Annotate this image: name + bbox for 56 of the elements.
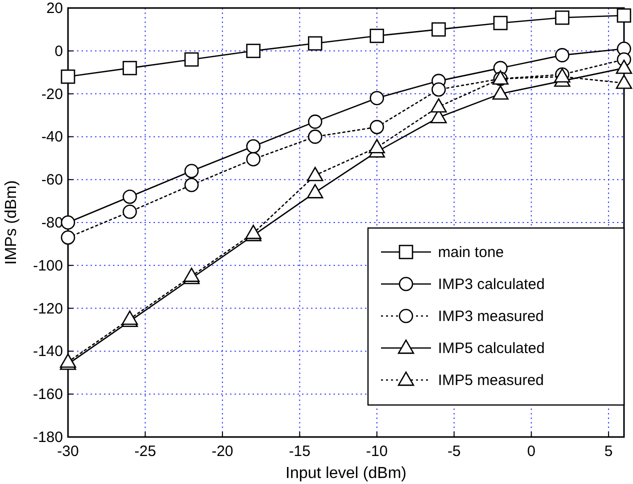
x-tick-label: -15: [288, 443, 311, 460]
point: [370, 90, 384, 106]
point: [184, 178, 199, 192]
point: [60, 230, 76, 245]
point: [616, 60, 632, 74]
legend-label: IMP3 calculated: [438, 276, 545, 293]
point: [246, 152, 260, 166]
point: [306, 184, 324, 198]
x-tick-label: -30: [57, 443, 79, 460]
legend-label: IMP3 measured: [438, 308, 544, 325]
y-tick-label: -20: [41, 86, 63, 103]
point: [306, 166, 324, 182]
y-tick-label: -160: [32, 386, 63, 404]
y-tick-label: -100: [32, 257, 63, 274]
point: [122, 204, 137, 219]
x-tick-label: -20: [212, 443, 234, 460]
x-tick-label: -25: [134, 443, 156, 460]
point: [616, 8, 632, 23]
y-tick-label: -40: [41, 128, 63, 146]
legend-label: IMP5 calculated: [438, 340, 545, 357]
point: [60, 215, 76, 230]
y-axis-title: IMPs (dBm): [3, 180, 20, 265]
point: [432, 22, 446, 37]
point: [184, 52, 199, 67]
point: [122, 60, 137, 76]
x-tick-label: -10: [366, 443, 388, 460]
point: [308, 36, 322, 51]
point: [246, 139, 260, 154]
point: [493, 16, 508, 30]
x-tick-label: 0: [527, 443, 536, 460]
point: [555, 10, 570, 25]
y-tick-label: -180: [32, 429, 63, 446]
point: [616, 74, 632, 89]
point: [432, 82, 446, 97]
y-tick-label: 0: [54, 42, 63, 60]
x-tick-label: 5: [604, 443, 613, 460]
y-tick-label: -60: [41, 172, 63, 189]
point: [60, 69, 76, 84]
point: [308, 114, 322, 129]
point: [492, 85, 509, 100]
y-tick-label: -120: [32, 300, 63, 318]
point: [370, 120, 384, 134]
point: [246, 44, 260, 58]
point: [184, 164, 199, 178]
point: [430, 98, 447, 113]
y-tick-label: 20: [46, 0, 63, 17]
point: [370, 28, 384, 44]
legend-label: main tone: [438, 244, 504, 261]
point: [122, 190, 137, 204]
x-axis-title: Input level (dBm): [286, 465, 406, 482]
point: [368, 138, 386, 154]
point: [308, 130, 322, 144]
point: [555, 48, 570, 62]
y-tick-label: -140: [32, 343, 63, 360]
x-tick-label: -5: [447, 443, 461, 460]
legend-label: IMP5 measured: [438, 372, 544, 389]
